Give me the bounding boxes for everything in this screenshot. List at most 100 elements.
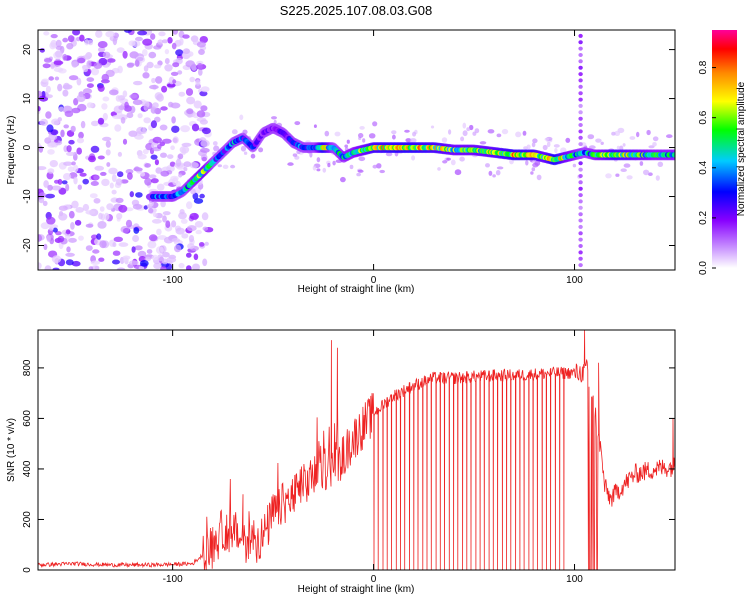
noise-blob <box>198 49 205 55</box>
noise-blob <box>446 157 451 161</box>
noise-blob <box>57 117 62 122</box>
streak-blob <box>578 135 583 140</box>
noise-blob <box>614 130 621 136</box>
noise-blob <box>611 131 616 136</box>
noise-blob <box>526 144 531 150</box>
noise-blob <box>53 67 64 73</box>
noise-blob <box>38 106 41 112</box>
noise-blob <box>160 266 167 270</box>
noise-blob <box>135 192 143 198</box>
snr-panel: -100 0 100 0 200 400 600 800 Height of straigh… <box>6 329 676 595</box>
noise-blob <box>137 250 147 258</box>
noise-blob <box>313 124 317 128</box>
noise-blob <box>172 177 179 186</box>
noise-blob <box>133 80 143 86</box>
noise-blob <box>102 112 108 121</box>
noise-blob <box>623 163 631 168</box>
noise-blob <box>77 184 83 190</box>
noise-blob <box>108 167 118 175</box>
noise-blob <box>148 51 157 59</box>
noise-blob <box>522 130 527 136</box>
noise-blob <box>74 219 82 226</box>
noise-blob <box>199 193 205 199</box>
noise-blob <box>200 147 210 153</box>
noise-blob <box>357 169 364 173</box>
noise-blob <box>105 140 111 148</box>
noise-blob <box>85 245 93 252</box>
noise-blob <box>76 94 86 102</box>
noise-blob <box>133 227 140 234</box>
noise-blob <box>356 172 361 177</box>
noise-blob <box>158 31 166 37</box>
noise-blob <box>462 130 468 137</box>
colorbar-tick-label: 0.2 <box>698 211 709 225</box>
x-tick-label: 0 <box>371 275 377 286</box>
noise-blob <box>102 96 110 102</box>
x-tick-label: 100 <box>566 574 583 585</box>
streak-blob <box>578 205 583 210</box>
noise-blob <box>474 128 480 134</box>
noise-blob <box>73 164 79 173</box>
noise-blob <box>488 170 493 176</box>
noise-blob <box>150 154 158 160</box>
noise-blob <box>204 241 209 246</box>
y-tick-label: 800 <box>22 359 33 376</box>
noise-blob <box>186 96 196 105</box>
noise-blob <box>117 171 124 178</box>
noise-blob <box>178 262 185 269</box>
noise-blob <box>64 110 74 118</box>
noise-blob <box>182 34 190 39</box>
noise-blob <box>53 60 64 66</box>
noise-blob <box>179 145 190 154</box>
streak-blob <box>578 250 583 255</box>
noise-blob <box>171 238 181 243</box>
noise-blob <box>67 35 75 43</box>
noise-blob <box>76 147 82 155</box>
noise-blob <box>616 145 620 150</box>
noise-blob <box>78 235 84 241</box>
noise-blob <box>646 129 651 136</box>
noise-blob <box>485 163 490 168</box>
noise-blob <box>45 94 53 99</box>
noise-blob <box>116 267 126 270</box>
noise-blob <box>72 30 81 36</box>
noise-blob <box>68 237 77 243</box>
noise-blob <box>100 171 107 176</box>
noise-blob <box>63 82 70 90</box>
noise-blob <box>412 131 417 137</box>
noise-blob <box>151 254 159 261</box>
noise-blob <box>122 138 128 145</box>
noise-blob <box>106 162 111 167</box>
noise-blob <box>346 139 350 144</box>
noise-blob <box>50 39 57 48</box>
noise-blob <box>45 85 51 93</box>
noise-blob <box>239 114 244 121</box>
noise-blob <box>217 164 222 168</box>
noise-blob <box>131 246 136 253</box>
noise-blob <box>195 229 202 235</box>
streak-blob <box>578 237 583 242</box>
noise-blob <box>271 116 277 120</box>
noise-blob <box>193 100 202 109</box>
noise-blob <box>46 124 54 133</box>
noise-blob <box>124 105 132 112</box>
noise-blob <box>193 253 199 261</box>
noise-blob <box>55 45 63 50</box>
noise-blob <box>136 57 144 62</box>
streak-blob <box>578 53 583 57</box>
noise-blob <box>487 129 495 134</box>
noise-blob <box>636 131 640 138</box>
noise-blob <box>111 189 117 195</box>
streak-blob <box>578 129 583 134</box>
noise-blob <box>362 138 366 143</box>
noise-blob <box>95 30 103 38</box>
noise-blob <box>125 219 133 228</box>
noise-blob <box>165 220 171 228</box>
spectrogram-frame <box>37 29 676 271</box>
noise-blob <box>344 144 349 148</box>
noise-blob <box>392 134 396 140</box>
noise-blob <box>38 145 44 153</box>
noise-blob <box>358 133 364 138</box>
streak-blob <box>578 78 583 83</box>
noise-blob <box>91 120 99 127</box>
